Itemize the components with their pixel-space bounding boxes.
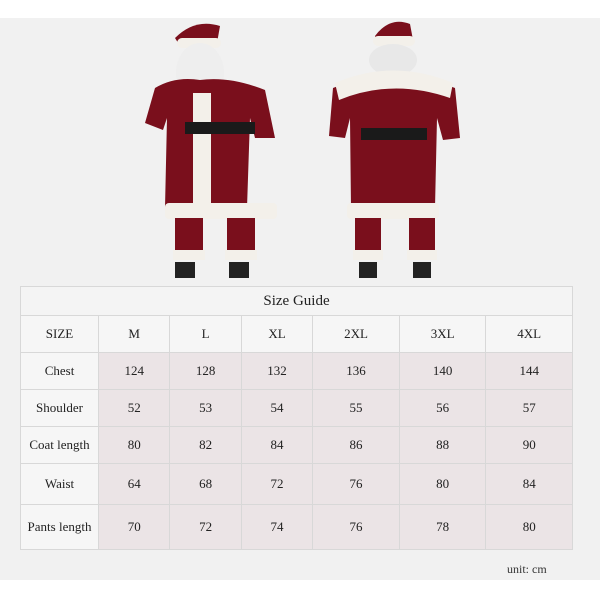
value-cell: 72 <box>169 504 242 550</box>
table-row: Shoulder 52 53 54 55 56 57 <box>20 389 573 427</box>
value-cell: 144 <box>485 352 573 390</box>
value-cell: 72 <box>240 463 314 505</box>
value-cell: 80 <box>97 426 171 464</box>
value-cell: 88 <box>398 426 487 464</box>
santa-costume-front-image <box>145 23 277 278</box>
value-cell: 76 <box>312 504 400 550</box>
value-cell: 78 <box>398 504 487 550</box>
value-cell: 53 <box>169 389 242 427</box>
table-row: Pants length 70 72 74 76 78 80 <box>20 504 573 550</box>
row-label: Pants length <box>20 504 99 550</box>
value-cell: 68 <box>169 463 242 505</box>
header-cell: M <box>97 315 171 353</box>
size-guide-table: Size Guide SIZE M L XL 2XL 3XL 4XL Chest… <box>20 286 573 550</box>
row-label: Waist <box>20 463 99 505</box>
value-cell: 140 <box>398 352 487 390</box>
value-cell: 128 <box>169 352 242 390</box>
header-cell: L <box>169 315 242 353</box>
unit-label: unit: cm <box>507 562 547 576</box>
santa-costume-back-image <box>329 21 460 278</box>
header-cell: 2XL <box>312 315 400 353</box>
table-row: Chest 124 128 132 136 140 144 <box>20 352 573 390</box>
header-row: SIZE M L XL 2XL 3XL 4XL <box>20 315 573 353</box>
header-cell: 3XL <box>398 315 487 353</box>
value-cell: 124 <box>97 352 171 390</box>
table-row: Coat length 80 82 84 86 88 90 <box>20 426 573 464</box>
value-cell: 74 <box>240 504 314 550</box>
value-cell: 64 <box>97 463 171 505</box>
row-label: Coat length <box>20 426 99 464</box>
value-cell: 132 <box>240 352 314 390</box>
table-row: Waist 64 68 72 76 80 84 <box>20 463 573 505</box>
value-cell: 55 <box>312 389 400 427</box>
header-cell: SIZE <box>20 315 99 353</box>
value-cell: 86 <box>312 426 400 464</box>
value-cell: 52 <box>97 389 171 427</box>
value-cell: 56 <box>398 389 487 427</box>
header-cell: 4XL <box>485 315 573 353</box>
value-cell: 70 <box>97 504 171 550</box>
table-title: Size Guide <box>20 286 573 316</box>
value-cell: 80 <box>398 463 487 505</box>
value-cell: 82 <box>169 426 242 464</box>
header-cell: XL <box>240 315 314 353</box>
value-cell: 76 <box>312 463 400 505</box>
value-cell: 80 <box>485 504 573 550</box>
value-cell: 57 <box>485 389 573 427</box>
row-label: Chest <box>20 352 99 390</box>
row-label: Shoulder <box>20 389 99 427</box>
value-cell: 54 <box>240 389 314 427</box>
value-cell: 84 <box>240 426 314 464</box>
value-cell: 84 <box>485 463 573 505</box>
value-cell: 90 <box>485 426 573 464</box>
value-cell: 136 <box>312 352 400 390</box>
